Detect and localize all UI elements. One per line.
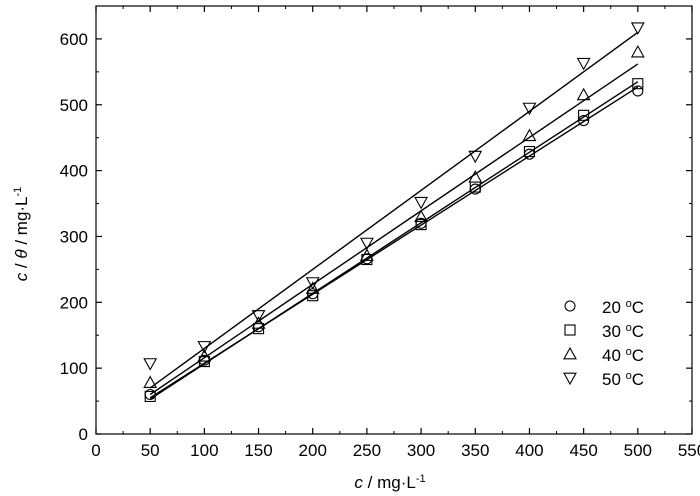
- data-point: [632, 78, 644, 90]
- x-tick-label: 450: [569, 441, 597, 460]
- legend-marker: [564, 300, 576, 312]
- data-point: [414, 209, 429, 223]
- legend-label: 40 oC: [602, 346, 644, 365]
- y-tick-label: 400: [60, 162, 88, 181]
- data-point: [578, 109, 590, 121]
- y-axis-label: c / θ / mg·L-1: [12, 187, 31, 282]
- data-point: [359, 237, 374, 251]
- data-point: [307, 290, 319, 302]
- x-tick-label: 250: [353, 441, 381, 460]
- y-tick-label: 100: [60, 359, 88, 378]
- x-tick-label: 400: [515, 441, 543, 460]
- data-point: [415, 219, 427, 231]
- legend: 20 oC 30 oC 40 oC 50 oC: [563, 298, 644, 389]
- x-tick-label: 100: [190, 441, 218, 460]
- fit-line-1: [149, 81, 639, 400]
- data-point: [143, 358, 158, 371]
- data-point: [197, 349, 212, 362]
- y-tick-label: 500: [60, 96, 88, 115]
- data-point: [522, 102, 537, 116]
- x-tick-label: 300: [407, 441, 435, 460]
- legend-label: 30 oC: [602, 322, 644, 341]
- x-tick-label: 500: [624, 441, 652, 460]
- x-tick-label: 350: [461, 441, 489, 460]
- fit-lines: [149, 31, 639, 400]
- series-2: [143, 44, 645, 388]
- x-tick-label: 0: [91, 441, 100, 460]
- data-point: [576, 57, 591, 71]
- fit-line-2: [149, 63, 639, 396]
- data-point: [523, 145, 536, 158]
- data-point: [414, 196, 429, 210]
- data-point: [144, 390, 156, 403]
- data-point: [305, 281, 320, 294]
- data-point: [251, 310, 266, 323]
- data-points: [143, 22, 645, 403]
- y-tick-label: 600: [60, 30, 88, 49]
- y-tick-label: 300: [60, 227, 88, 246]
- data-point: [522, 128, 537, 142]
- x-tick-label: 150: [244, 441, 272, 460]
- axes: 0 50 100 150 200 250 300 350 400 450 500 550 0 100 200…: [60, 5, 700, 460]
- data-point: [359, 248, 374, 261]
- y-tick-label: 200: [60, 293, 88, 312]
- series-3: [143, 22, 645, 371]
- legend-label: 20 oC: [602, 298, 644, 317]
- data-point: [576, 87, 591, 101]
- x-axis-label: c / mg·L-1: [354, 473, 425, 492]
- fit-line-3: [149, 31, 639, 389]
- x-tick-label: 200: [299, 441, 327, 460]
- data-point: [143, 375, 158, 388]
- data-point: [630, 22, 645, 35]
- data-point: [197, 341, 212, 354]
- legend-label: 50 oC: [602, 370, 644, 389]
- legend-marker: [564, 324, 576, 336]
- data-point: [251, 316, 266, 329]
- data-point: [468, 150, 483, 164]
- legend-marker: [563, 372, 577, 386]
- data-point: [630, 44, 645, 58]
- legend-marker: [563, 346, 577, 360]
- data-point: [468, 170, 483, 183]
- x-tick-label: 50: [141, 441, 160, 460]
- data-point: [632, 85, 644, 97]
- y-tick-label: 0: [79, 425, 88, 444]
- x-tick-label: 550: [678, 441, 700, 460]
- data-point: [305, 277, 320, 290]
